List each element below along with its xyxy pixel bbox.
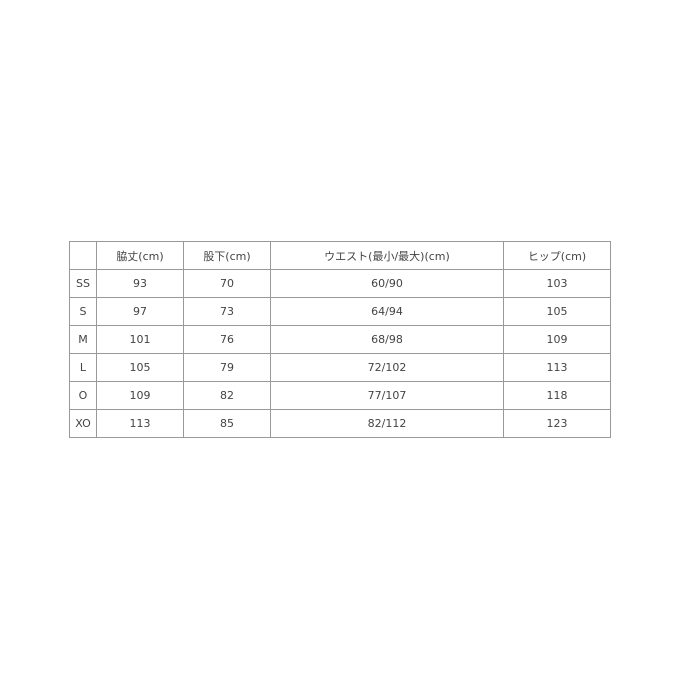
table-cell: M xyxy=(69,325,97,354)
header-cell xyxy=(69,241,97,270)
table-cell: 101 xyxy=(96,325,184,354)
table-cell: 109 xyxy=(96,381,184,410)
table-cell: O xyxy=(69,381,97,410)
header-cell: ヒップ(cm) xyxy=(503,241,611,270)
table-cell: 103 xyxy=(503,269,611,298)
table-cell: 68/98 xyxy=(270,325,504,354)
table-cell: 113 xyxy=(503,353,611,382)
table-cell: 64/94 xyxy=(270,297,504,326)
table-row: S 97 73 64/94 105 xyxy=(69,297,611,326)
table-cell: 76 xyxy=(183,325,271,354)
header-cell: ウエスト(最小/最大)(cm) xyxy=(270,241,504,270)
table-cell: 109 xyxy=(503,325,611,354)
table-row: M 101 76 68/98 109 xyxy=(69,325,611,354)
table-cell: 123 xyxy=(503,409,611,438)
table-cell: L xyxy=(69,353,97,382)
header-cell: 股下(cm) xyxy=(183,241,271,270)
table-cell: 105 xyxy=(96,353,184,382)
size-table: 脇丈(cm) 股下(cm) ウエスト(最小/最大)(cm) ヒップ(cm) SS 93 70… xyxy=(69,241,611,438)
table-cell: 60/90 xyxy=(270,269,504,298)
table-cell: 79 xyxy=(183,353,271,382)
table-cell: 73 xyxy=(183,297,271,326)
table-row: SS 93 70 60/90 103 xyxy=(69,269,611,298)
table-cell: 113 xyxy=(96,409,184,438)
table-cell: 118 xyxy=(503,381,611,410)
table-cell: XO xyxy=(69,409,97,438)
table-row: O 109 82 77/107 118 xyxy=(69,381,611,410)
table-cell: 70 xyxy=(183,269,271,298)
table-cell: 82/112 xyxy=(270,409,504,438)
table-cell: 85 xyxy=(183,409,271,438)
table-cell: 105 xyxy=(503,297,611,326)
table-cell: 82 xyxy=(183,381,271,410)
table-row: L 105 79 72/102 113 xyxy=(69,353,611,382)
table-cell: 72/102 xyxy=(270,353,504,382)
header-row: 脇丈(cm) 股下(cm) ウエスト(最小/最大)(cm) ヒップ(cm) xyxy=(69,241,611,270)
table-cell: S xyxy=(69,297,97,326)
table-cell: 93 xyxy=(96,269,184,298)
table-row: XO 113 85 82/112 123 xyxy=(69,409,611,438)
table-cell: 97 xyxy=(96,297,184,326)
table-cell: SS xyxy=(69,269,97,298)
header-cell: 脇丈(cm) xyxy=(96,241,184,270)
table-cell: 77/107 xyxy=(270,381,504,410)
